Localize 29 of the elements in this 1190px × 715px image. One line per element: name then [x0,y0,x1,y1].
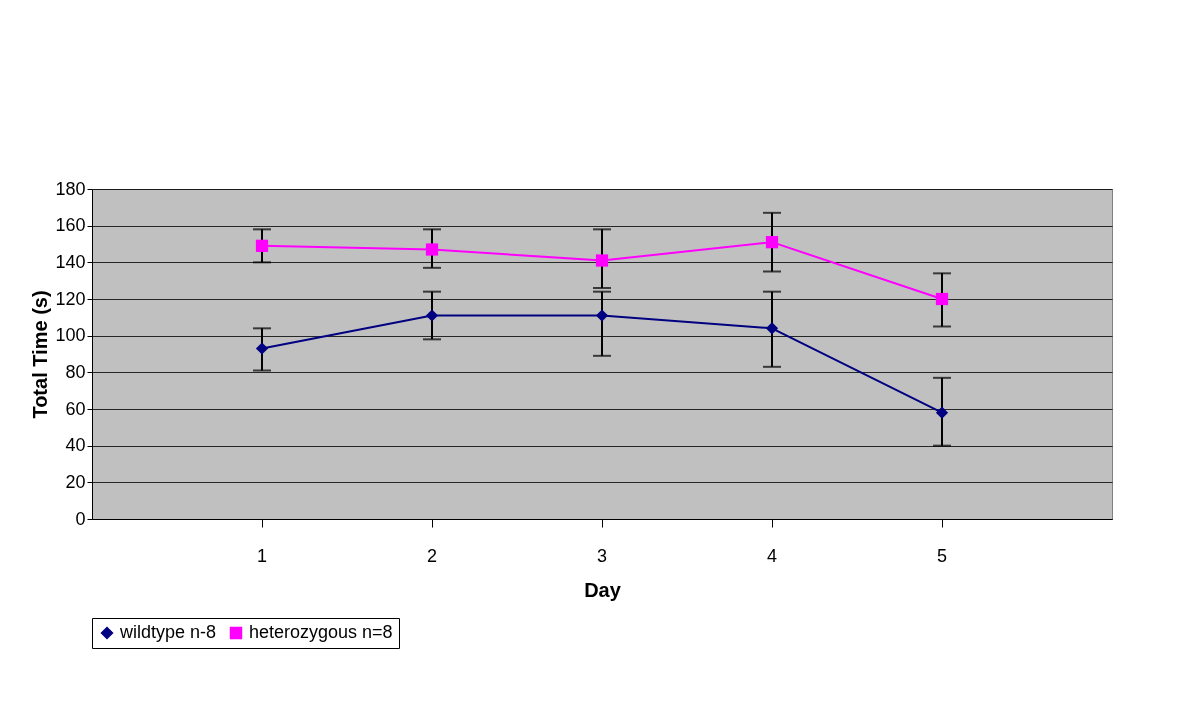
y-tick-label: 40 [65,435,86,456]
y-tick-label: 140 [55,251,86,272]
y-tick-label: 120 [55,288,86,309]
y-tick-label: 100 [55,325,86,346]
y-tick-label: 80 [65,361,86,382]
point [935,292,949,306]
point [765,236,779,249]
y-axis-title: Total Time (s) [29,290,52,419]
point [765,322,779,335]
point [425,243,439,256]
x-axis-title: Day [584,578,622,601]
y-tick-label: 0 [75,508,86,529]
y-tick-label: 160 [55,215,86,236]
point [255,239,269,252]
x-tick-label: 4 [766,545,778,566]
point [255,342,269,355]
x-tick-label: 5 [936,545,948,566]
point [935,406,949,419]
x-tick-label: 1 [256,545,268,566]
legend-label: wildtype n-8 [119,622,217,642]
x-tick-label: 3 [596,545,608,566]
point [595,309,609,322]
y-tick-label: 180 [55,178,86,199]
y-tick-label: 60 [65,398,86,419]
y-tick-label: 20 [65,471,86,492]
point [425,309,439,322]
legend-label: heterozygous n=8 [249,622,393,642]
x-tick-label: 2 [426,545,438,566]
point [595,254,609,267]
